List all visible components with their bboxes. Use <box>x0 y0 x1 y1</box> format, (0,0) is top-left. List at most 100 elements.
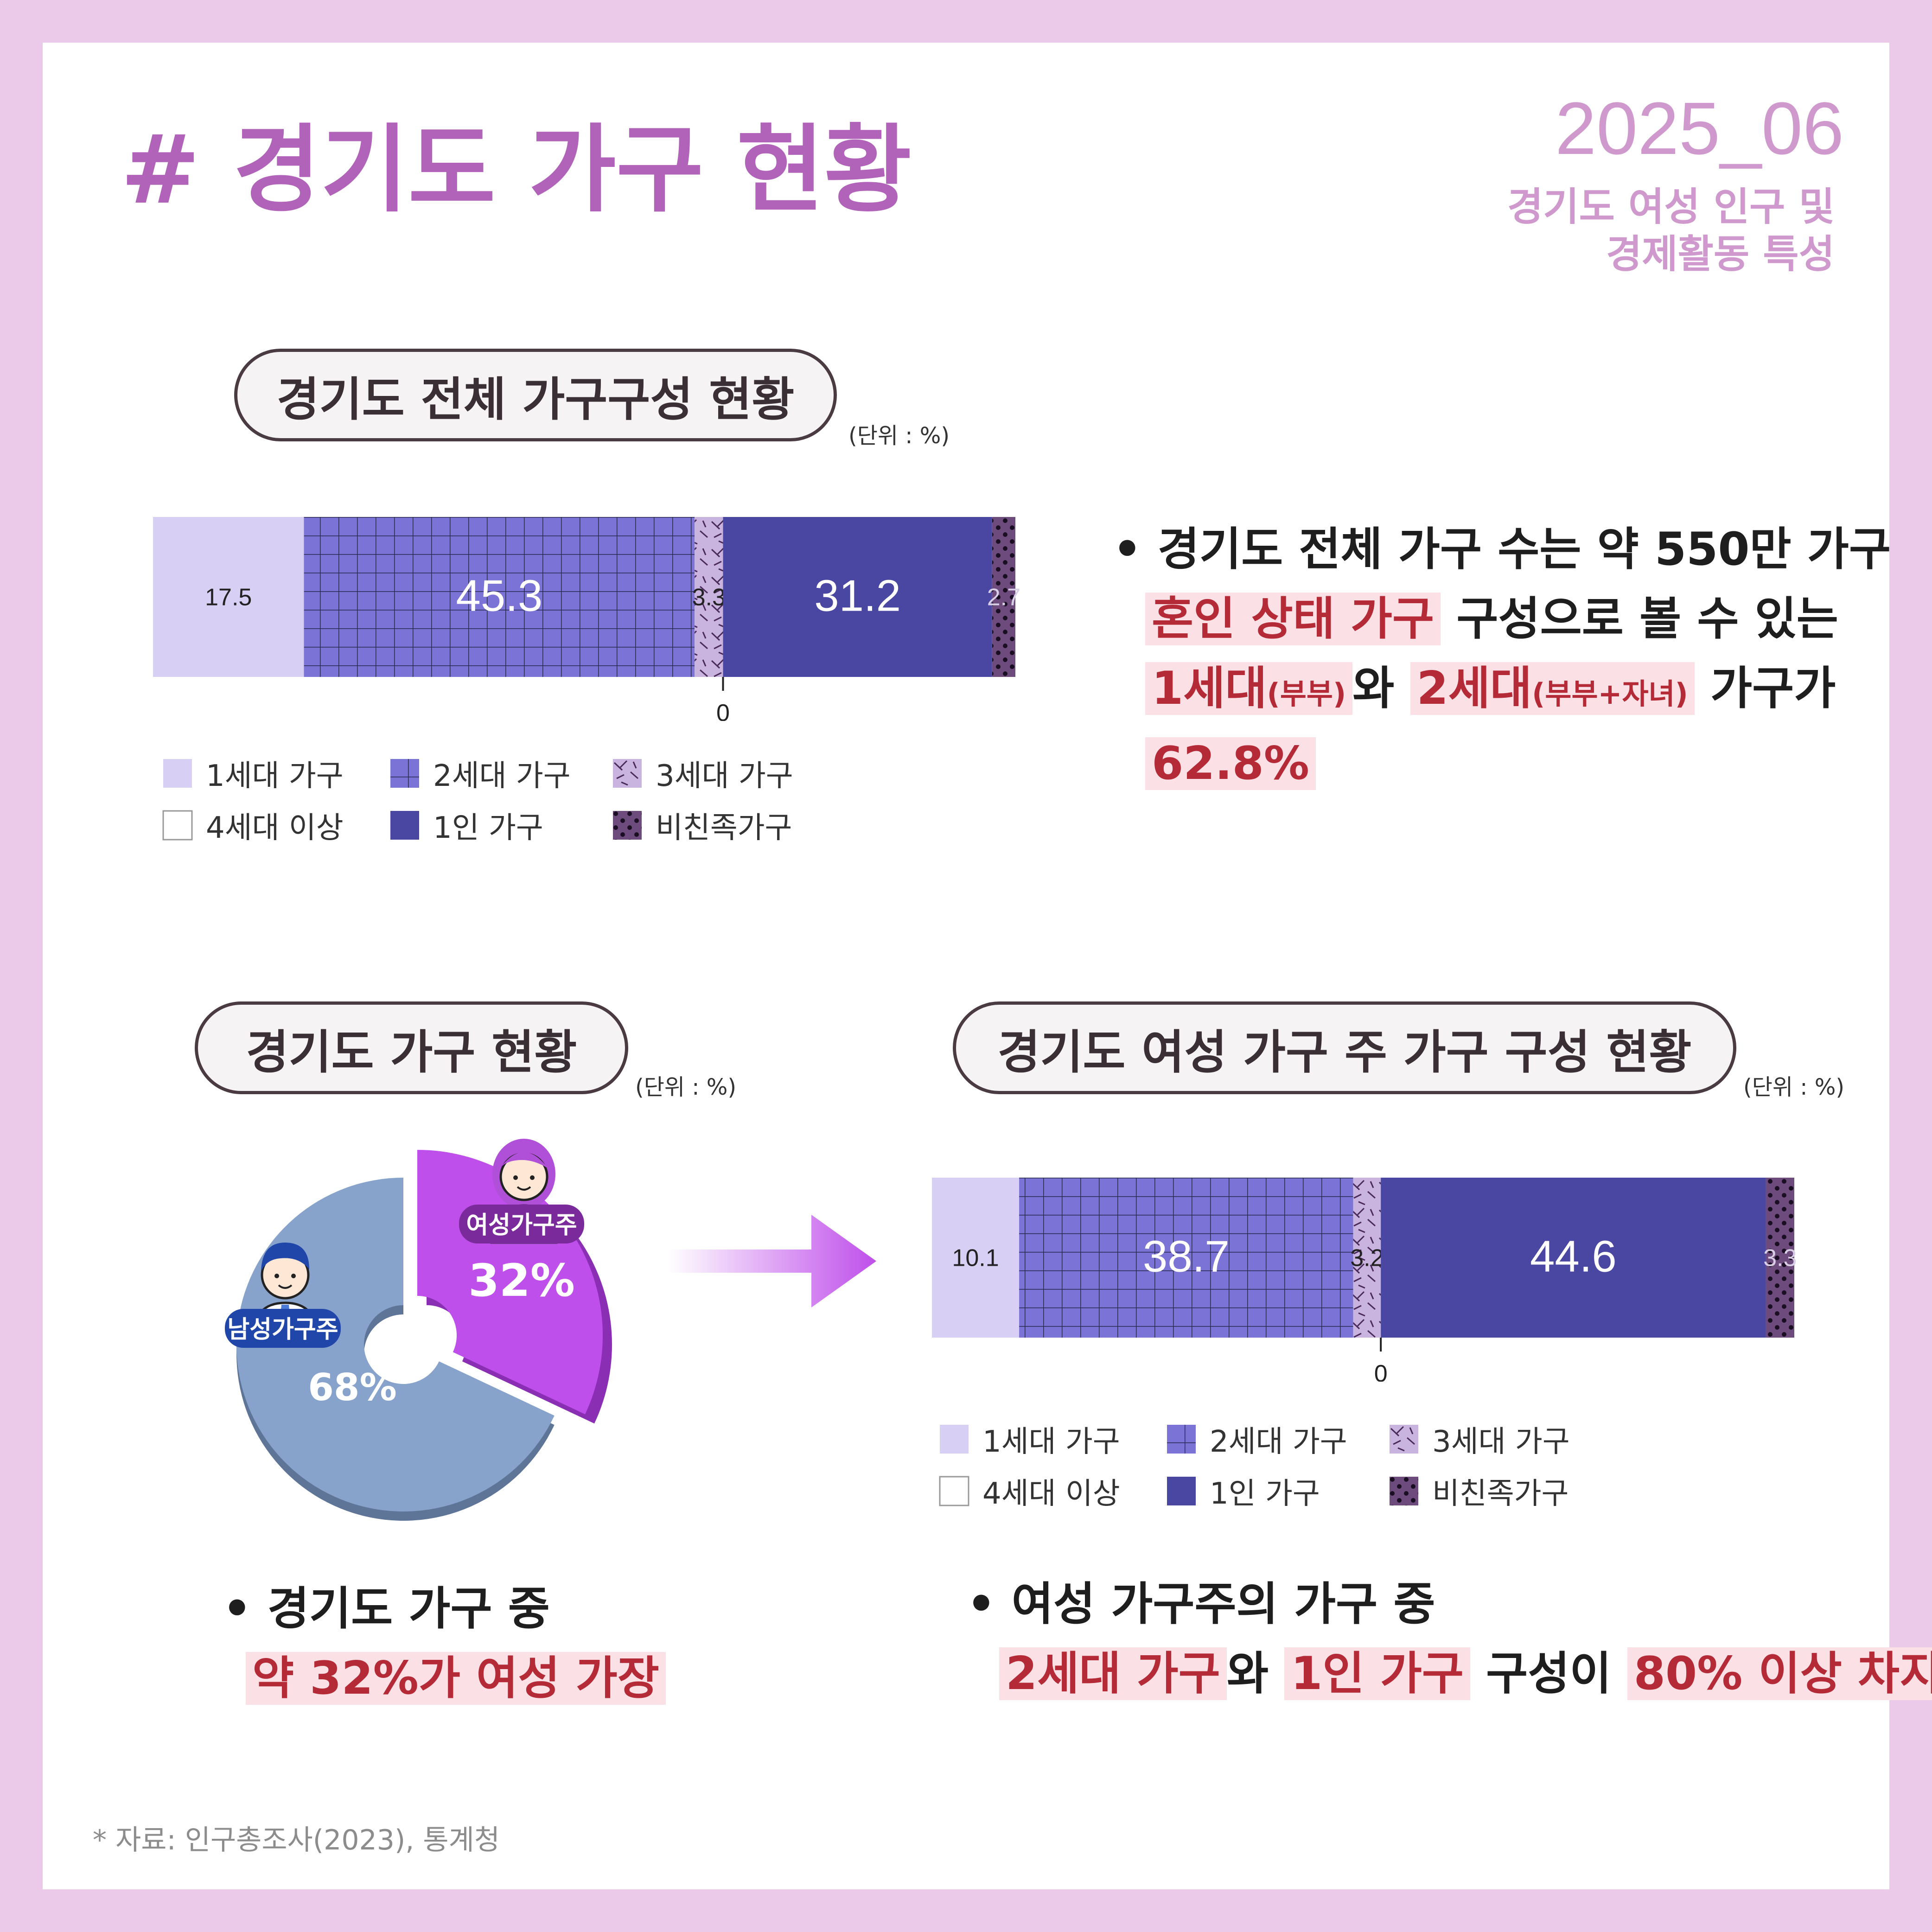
legend-item-g2: 2세대 가구 <box>1166 1418 1347 1460</box>
note1-highlight-gen1: 1세대(부부) <box>1145 662 1353 715</box>
note1-line-2: 혼인 상태 가구 구성으로 볼 수 있는 <box>1113 584 1891 654</box>
note1-gen2-text: 2세대 <box>1416 662 1532 715</box>
bar-segment-g2 <box>1019 1178 1353 1338</box>
note1-line2-rest: 구성으로 볼 수 있는 <box>1441 593 1838 645</box>
legend-swatch-single <box>1167 1477 1196 1505</box>
note1-line-3: 1세대(부부) 와 2세대(부부+자녀) 가구가 <box>1113 654 1891 729</box>
transition-arrow <box>668 1215 876 1307</box>
section2-title-pill: 경기도 가구 현황 <box>195 1001 628 1094</box>
legend-swatch-nonfam <box>1390 1477 1418 1505</box>
bar-label-g1: 10.1 <box>952 1245 999 1272</box>
section2-unit: (단위 : %) <box>635 1074 737 1100</box>
legend-label-single: 1인 가구 <box>433 811 543 845</box>
note1-line-4: 62.8% <box>1113 729 1891 798</box>
bar-label-single: 44.6 <box>1530 1232 1617 1282</box>
report-subtitle: 경기도 여성 인구 및 경제활동 특성 <box>1325 183 1835 278</box>
legend-item-single: 1인 가구 <box>1166 1470 1320 1512</box>
female-percent: 32% <box>468 1255 575 1307</box>
legend-swatch-g4 <box>939 1476 969 1506</box>
bar-label-g4: 0 <box>1374 1360 1388 1382</box>
section1-unit: (단위 : %) <box>848 423 950 449</box>
legend-swatch-g4 <box>162 810 193 841</box>
note2-line-2: 약 32%가 여성 가장 <box>223 1644 666 1713</box>
legend-label-g1: 1세대 가구 <box>982 1425 1120 1459</box>
bar-label-g3: 3.3 <box>692 584 726 611</box>
female-head-composition-bar-chart: 10.1 38.7 3.2 0 44.6 3.3 <box>932 1178 1797 1382</box>
page-title: # 경기도 가구 현황 <box>121 115 912 225</box>
legend-item-g4: 4세대 이상 <box>162 804 344 847</box>
legend-item-g1: 1세대 가구 <box>939 1418 1120 1460</box>
legend-item-g3: 3세대 가구 <box>1389 1418 1570 1460</box>
bar-segment-nonfam <box>1766 1178 1794 1338</box>
bar-label-g2: 45.3 <box>456 571 542 621</box>
legend-label-nonfam: 비친족가구 <box>656 811 792 845</box>
note1-line3-rest: 가구가 <box>1694 662 1836 715</box>
note3-highlight-percent: 80% 이상 차지 <box>1627 1647 1932 1700</box>
note3-line-2: 2세대 가구 와 1인 가구 구성이 80% 이상 차지 <box>967 1639 1932 1709</box>
bar-segment-g3 <box>695 517 723 677</box>
bar-label-single: 31.2 <box>814 571 901 621</box>
male-percent: 68% <box>308 1366 396 1409</box>
note3-mid1: 와 <box>1226 1647 1285 1700</box>
legend-item-nonfam: 비친족가구 <box>612 804 792 847</box>
note1-gen1-text: 1세대 <box>1152 662 1267 715</box>
bar-label-g3: 3.2 <box>1350 1245 1384 1272</box>
legend-label-g1: 1세대 가구 <box>206 759 344 793</box>
female-head-badge <box>459 1205 584 1243</box>
legend-label-g2: 2세대 가구 <box>1210 1425 1347 1459</box>
legend-swatch-g1 <box>163 759 192 788</box>
legend-label-g3: 3세대 가구 <box>1432 1425 1570 1459</box>
female-head-label: 여성가구주 <box>466 1211 577 1239</box>
note3-line-1: • 여성 가구주의 가구 중 <box>967 1578 1435 1631</box>
legend-label-single: 1인 가구 <box>1210 1477 1320 1511</box>
legend-item-g2: 2세대 가구 <box>389 752 571 795</box>
note1-line-1: • 경기도 전체 가구 수는 약 550만 가구 <box>1113 523 1891 576</box>
note-section2: • 경기도 가구 중 약 32%가 여성 가장 <box>223 1574 666 1713</box>
note2-highlight: 약 32%가 여성 가장 <box>246 1652 666 1705</box>
note1-highlight-gen2: 2세대(부부+자녀) <box>1410 662 1695 715</box>
subtitle-line-2: 경제활동 특성 <box>1606 231 1835 277</box>
bar-segment-g3 <box>1353 1178 1381 1338</box>
bar-label-nonfam: 3.3 <box>1763 1245 1797 1272</box>
note2-line-1: • 경기도 가구 중 <box>223 1582 550 1635</box>
legend-label-g4: 4세대 이상 <box>982 1477 1120 1511</box>
subtitle-line-1: 경기도 여성 인구 및 <box>1507 184 1835 230</box>
bar-segment-nonfam <box>992 517 1015 677</box>
note1-highlight-married: 혼인 상태 가구 <box>1145 593 1441 645</box>
legend-swatch-nonfam <box>613 811 642 840</box>
note3-highlight-gen2: 2세대 가구 <box>999 1647 1227 1700</box>
note-section3: • 여성 가구주의 가구 중 2세대 가구 와 1인 가구 구성이 80% 이상 … <box>967 1569 1932 1709</box>
section3-unit: (단위 : %) <box>1743 1074 1845 1100</box>
legend-item-g4: 4세대 이상 <box>939 1470 1120 1512</box>
male-head-label: 남성가구주 <box>227 1316 338 1344</box>
legend-item-g1: 1세대 가구 <box>162 752 344 795</box>
section3-title-pill: 경기도 여성 가구 주 가구 구성 현황 <box>953 1001 1736 1094</box>
bar-label-g2: 38.7 <box>1143 1232 1230 1282</box>
note1-gen1-sub: (부부) <box>1267 677 1346 711</box>
legend-swatch-single <box>390 811 419 840</box>
bar-segment-g1 <box>153 517 304 677</box>
legend-swatch-g2 <box>390 759 419 788</box>
bar-label-nonfam: 2.7 <box>987 584 1020 611</box>
legend-label-nonfam: 비친족가구 <box>1432 1477 1569 1511</box>
bar-segment-single <box>723 517 992 677</box>
legend-swatch-g2 <box>1167 1425 1196 1454</box>
legend-swatch-g3 <box>613 759 642 788</box>
note1-highlight-percent: 62.8% <box>1145 737 1316 790</box>
bar-segment-g2 <box>304 517 695 677</box>
legend-label-g3: 3세대 가구 <box>656 759 793 793</box>
legend-item-g3: 3세대 가구 <box>612 752 793 795</box>
note-section1: • 경기도 전체 가구 수는 약 550만 가구 혼인 상태 가구 구성으로 볼… <box>1113 515 1891 798</box>
note1-gen2-sub: (부부+자녀) <box>1532 677 1688 711</box>
note3-mid2: 구성이 <box>1470 1647 1627 1700</box>
legend-swatch-g1 <box>940 1425 969 1454</box>
legend-label-g2: 2세대 가구 <box>433 759 571 793</box>
bar-label-g4: 0 <box>716 700 730 721</box>
legend-item-single: 1인 가구 <box>389 804 543 847</box>
issue-date: 2025_06 <box>1555 87 1844 170</box>
note3-highlight-single: 1인 가구 <box>1284 1647 1471 1700</box>
legend-label-g4: 4세대 이상 <box>206 811 344 845</box>
legend-item-nonfam: 비친족가구 <box>1389 1470 1569 1512</box>
note1-line3-mid: 와 <box>1352 662 1410 715</box>
